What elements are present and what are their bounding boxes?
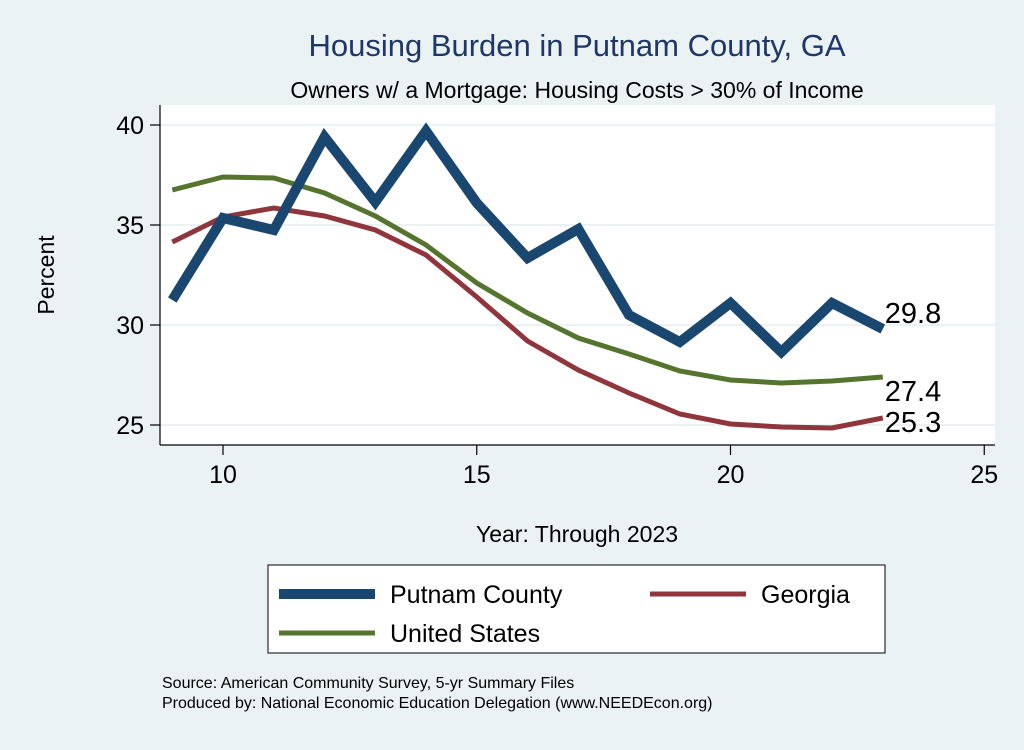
chart-title: Housing Burden in Putnam County, GA	[308, 28, 845, 63]
end-label: 27.4	[885, 376, 941, 408]
end-label: 29.8	[885, 298, 941, 330]
source-note: Source: American Community Survey, 5-yr …	[162, 675, 574, 692]
x-tick-label: 20	[717, 461, 745, 489]
x-tick-label: 25	[970, 461, 998, 489]
y-axis-label: Percent	[33, 235, 59, 315]
series-line-united-states	[171, 174, 883, 386]
legend: Putnam County Georgia United States	[267, 564, 886, 654]
y-tick-label: 40	[116, 112, 144, 140]
y-tick-label: 25	[116, 412, 144, 440]
produced-note: Produced by: National Economic Education…	[162, 695, 713, 712]
end-label: 25.3	[885, 407, 941, 439]
y-tick-label: 35	[116, 212, 144, 240]
legend-label-us: United States	[390, 620, 540, 648]
y-tick-label: 30	[116, 312, 144, 340]
legend-label-putnam: Putnam County	[390, 581, 563, 609]
plot-area	[160, 105, 995, 445]
legend-label-georgia: Georgia	[761, 581, 850, 609]
chart-subtitle: Owners w/ a Mortgage: Housing Costs > 30…	[290, 77, 863, 103]
x-tick-label: 10	[209, 461, 237, 489]
x-tick-label: 15	[463, 461, 491, 489]
series-line-georgia	[171, 205, 884, 431]
series-line-putnam-county	[168, 122, 886, 359]
x-axis-label: Year: Through 2023	[476, 521, 678, 547]
